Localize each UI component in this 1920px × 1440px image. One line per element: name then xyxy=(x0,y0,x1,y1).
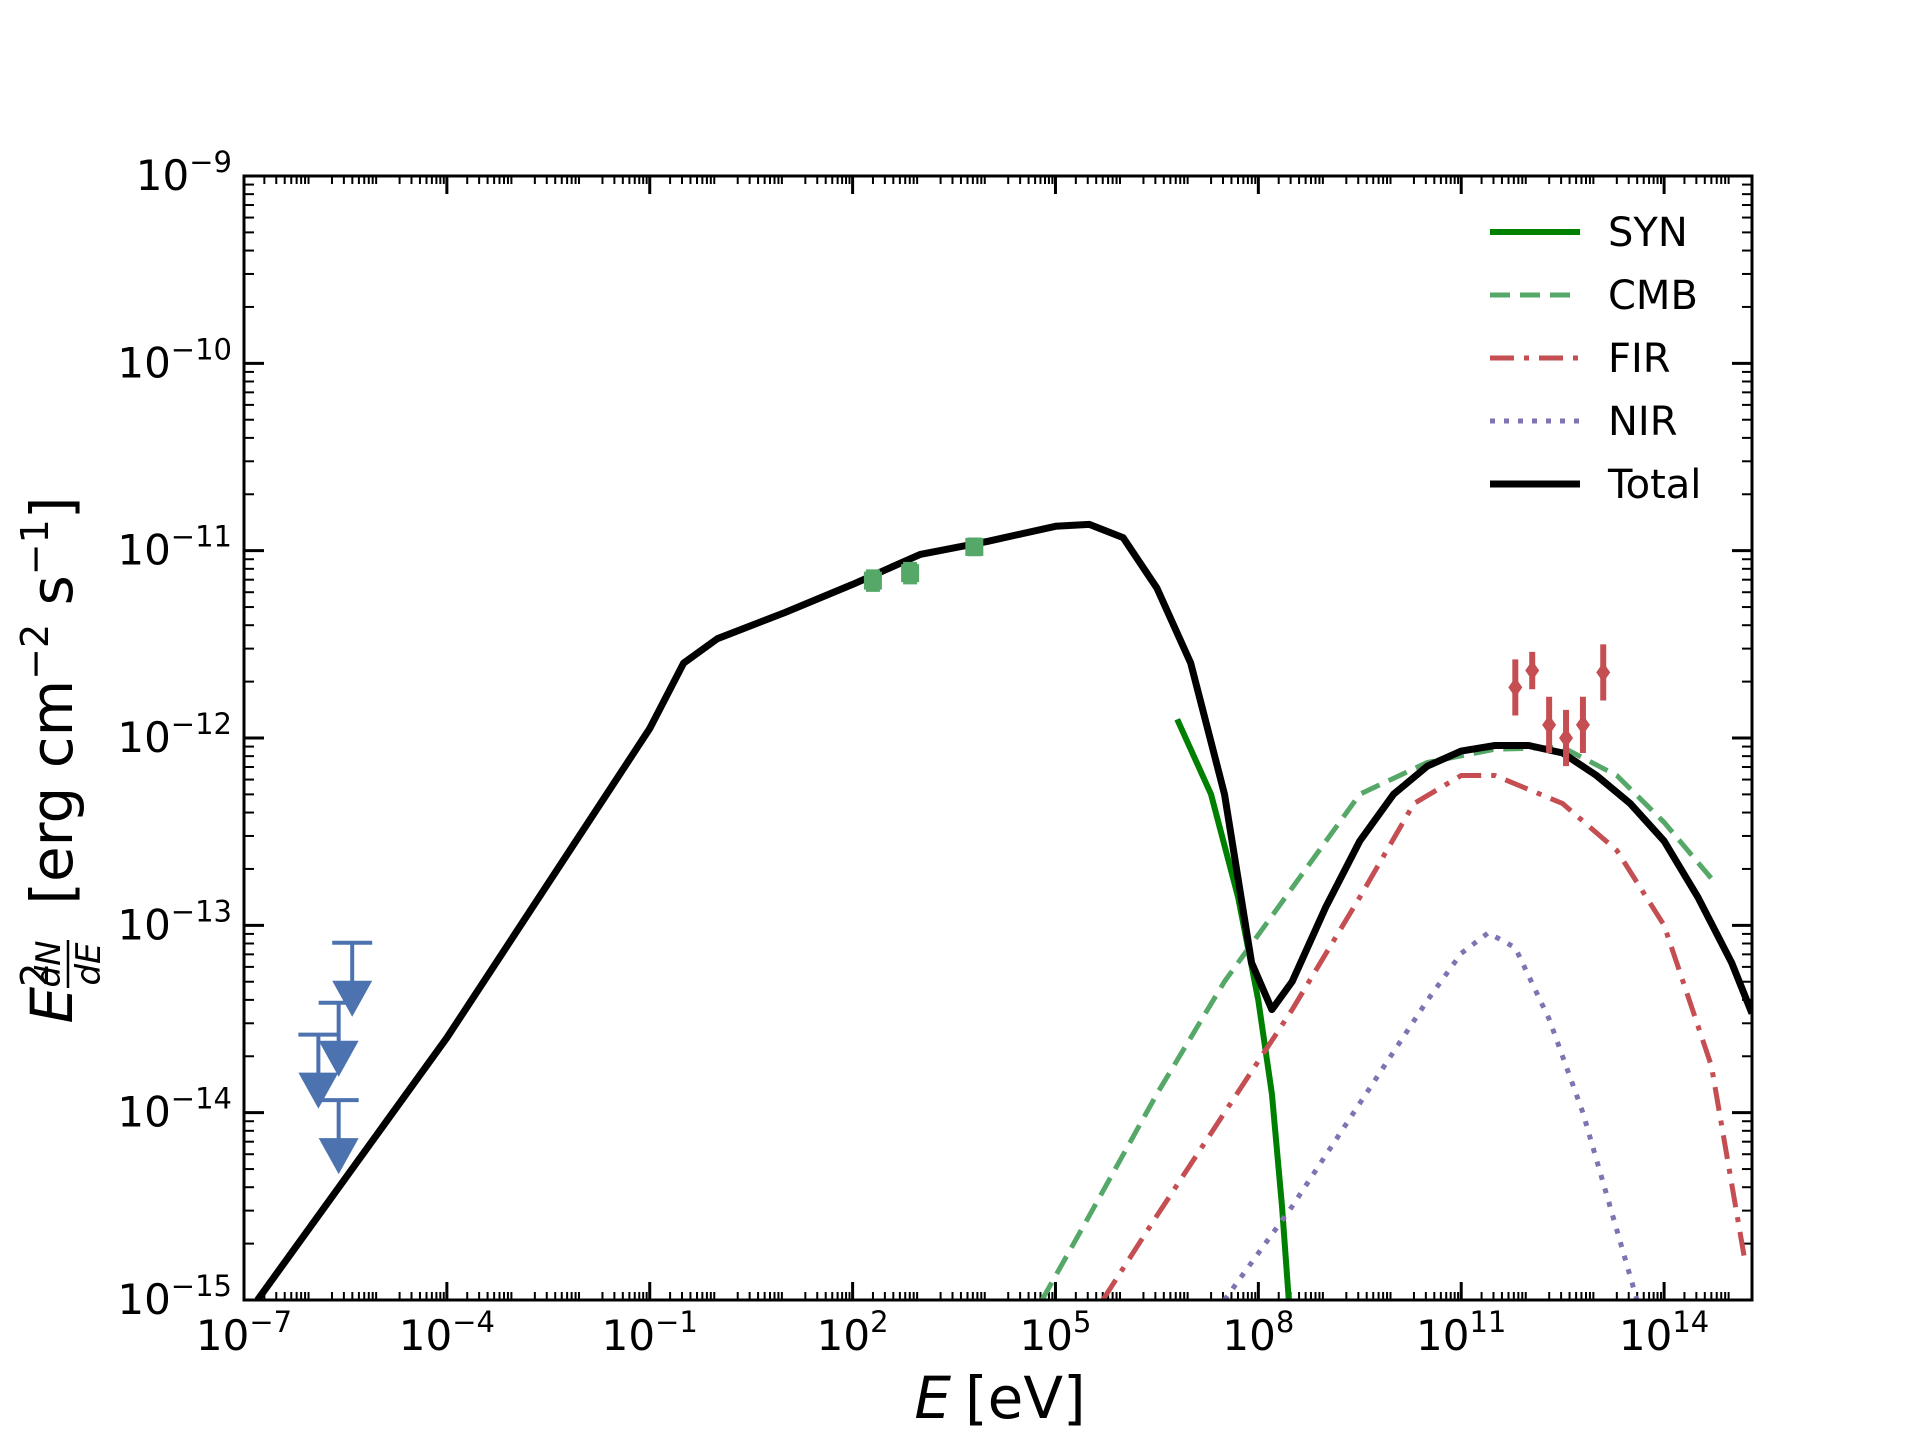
x-tick-label: 1011 xyxy=(1416,1305,1506,1360)
y-axis-fraction: dN dE xyxy=(29,940,109,988)
x-axis-title: E [eV] xyxy=(914,1364,1085,1432)
x-tick-label: 10−7 xyxy=(196,1305,292,1360)
gamma-ray-marker xyxy=(1542,714,1557,735)
upper-limit-arrow xyxy=(318,1138,359,1175)
y-tick-label: 10−10 xyxy=(117,332,232,387)
y-axis-unit-mid: s xyxy=(18,575,86,624)
x-ray-marker xyxy=(863,571,882,590)
upper-limit-arrow xyxy=(318,1040,359,1077)
y-axis-exp: 2 xyxy=(13,963,57,987)
gamma-ray-marker xyxy=(1559,728,1574,748)
y-tick-label: 10−11 xyxy=(117,520,232,575)
gamma-ray-marker xyxy=(1508,677,1523,698)
legend-label-nir: NIR xyxy=(1608,399,1678,445)
series-syn-line xyxy=(1174,718,1292,1300)
x-axis-unit: [eV] xyxy=(965,1364,1086,1432)
svg-text:E2[erg cm−2 s−1]: E2 [erg cm−2 s−1] xyxy=(13,497,86,1024)
upper-limit-arrow xyxy=(298,1072,339,1109)
series-nir-line xyxy=(1222,930,1640,1300)
x-tick-label: 1014 xyxy=(1619,1305,1709,1360)
y-axis-title: E2 [erg cm−2 s−1] xyxy=(13,497,86,1024)
x-tick-label: 10−1 xyxy=(602,1305,698,1360)
series-fir-line xyxy=(1100,773,1748,1300)
y-axis-unit-exp2: −1 xyxy=(13,519,57,575)
y-tick-labels: 10−9 10−10 10−11 10−12 10−13 10−14 10−15 xyxy=(117,145,232,1324)
upper-limit-arrow xyxy=(332,980,373,1017)
y-tick-label: 10−13 xyxy=(117,894,232,949)
gamma-ray-marker xyxy=(1596,662,1611,683)
x-ray-marker xyxy=(965,537,984,556)
legend-label-syn: SYN xyxy=(1608,210,1688,256)
minor-ticks xyxy=(244,176,1752,1300)
y-axis-unit-exp1: −2 xyxy=(13,624,57,680)
gamma-ray-marker xyxy=(1525,660,1540,681)
plot-frame xyxy=(242,174,1754,1302)
x-tick-label: 108 xyxy=(1222,1305,1294,1360)
x-tick-label: 102 xyxy=(817,1305,889,1360)
y-axis-unit-suffix: ] xyxy=(18,497,86,520)
legend-label-cmb: CMB xyxy=(1608,273,1698,319)
series-total-line xyxy=(254,520,1752,1300)
data-points-layer xyxy=(298,537,1611,1175)
y-tick-label: 10−12 xyxy=(117,707,232,762)
x-tick-label: 10−4 xyxy=(399,1305,495,1360)
x-ray-marker xyxy=(901,564,920,583)
series-cmb-line xyxy=(1039,744,1714,1300)
series-layer xyxy=(254,520,1752,1300)
major-ticks xyxy=(242,174,1752,1302)
y-axis-unit-prefix: [erg cm xyxy=(18,680,86,905)
legend: SYN CMB FIR NIR Total xyxy=(1490,210,1701,508)
y-tick-label: 10−14 xyxy=(117,1082,232,1137)
x-tick-label: 105 xyxy=(1020,1305,1092,1360)
y-axis-frac-den: dE xyxy=(69,942,109,986)
legend-label-total: Total xyxy=(1607,462,1701,508)
gamma-ray-marker xyxy=(1575,714,1590,735)
legend-label-fir: FIR xyxy=(1608,336,1671,382)
x-tick-labels: 10−7 10−4 10−1 102 105 108 1011 1014 xyxy=(196,1305,1709,1360)
y-axis-frac-num: dN xyxy=(29,940,69,987)
y-tick-label: 10−15 xyxy=(117,1269,232,1324)
x-axis-var: E xyxy=(914,1364,951,1432)
y-tick-label: 10−9 xyxy=(136,145,232,200)
y-axis-base: E xyxy=(18,986,86,1023)
